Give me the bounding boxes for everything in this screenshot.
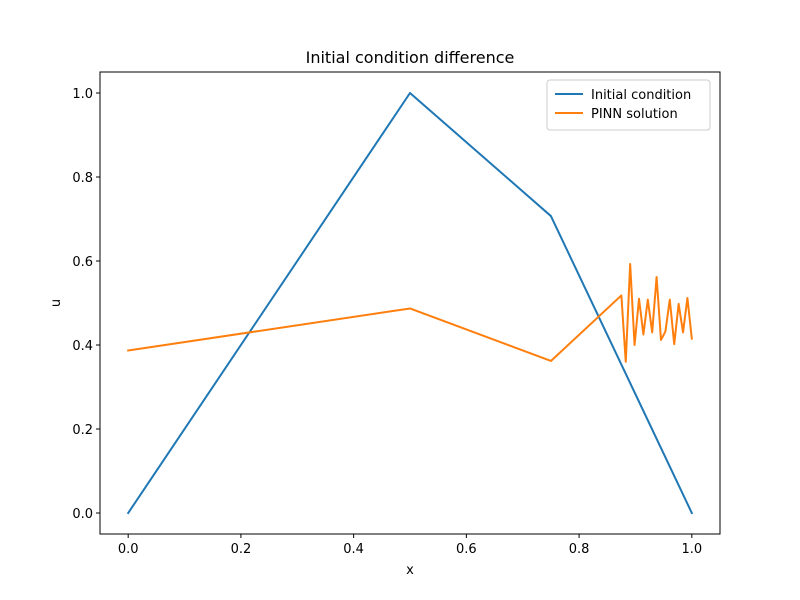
x-tick-label: 0.8 bbox=[569, 542, 590, 557]
y-tick-label: 0.0 bbox=[72, 507, 93, 522]
series-layer bbox=[126, 92, 694, 515]
x-axis-label: x bbox=[406, 563, 414, 578]
legend-label: Initial condition bbox=[591, 88, 691, 103]
y-axis-label: u bbox=[49, 299, 64, 307]
x-tick-label: 1.0 bbox=[681, 542, 702, 557]
x-tick-label: 0.4 bbox=[343, 542, 364, 557]
legend: Initial condition PINN solution bbox=[546, 79, 711, 131]
x-tick-label: 0.0 bbox=[118, 542, 139, 557]
y-tick-label: 0.6 bbox=[72, 255, 93, 270]
legend-box bbox=[546, 79, 711, 131]
series-line-pinn-solution bbox=[127, 262, 693, 363]
chart-title: Initial condition difference bbox=[306, 48, 515, 67]
axes-layer: 0.0 0.2 0.4 0.6 0.8 1.0 0.0 0.2 0.4 0.6 0.8 1.0 bbox=[72, 71, 721, 557]
legend-label: PINN solution bbox=[591, 107, 678, 122]
x-tick-label: 0.2 bbox=[231, 542, 252, 557]
y-tick-label: 0.2 bbox=[72, 423, 93, 438]
series-line-initial-condition bbox=[126, 92, 694, 515]
axes-frame bbox=[99, 71, 721, 535]
y-tick-label: 1.0 bbox=[72, 87, 93, 102]
y-tick-label: 0.4 bbox=[72, 339, 93, 354]
y-tick-label: 0.8 bbox=[72, 171, 93, 186]
x-tick-label: 0.6 bbox=[456, 542, 477, 557]
